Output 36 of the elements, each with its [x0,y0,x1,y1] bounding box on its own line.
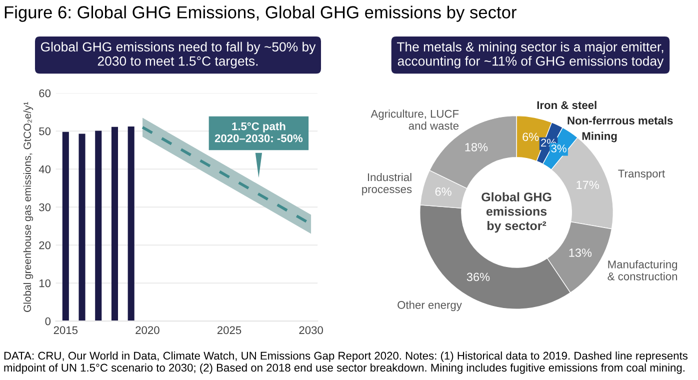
x-tick-label: 2025 [217,326,242,334]
y-axis-title: Global greenhouse gas emissions, GtCO₂e/y¹ [23,102,34,312]
data-label: 3% [551,144,566,152]
chart-title: The metals & mining sector is a major emitter, accounting for ~11% of GHG emissions today [396,42,664,68]
chart-subtitle: Global GHG emissions need to fall by ~50% by 2030 to meet 1.5°C targets. [40,42,316,68]
data-label: 13% [569,248,592,257]
x-tick-label: 2030 [299,326,323,334]
bar [62,132,69,322]
slice-label: Non-ferrrous metals [568,116,673,125]
y-tick-label: 60 [39,89,51,98]
bar [78,134,86,322]
y-tick-label: 20 [39,241,51,250]
y-tick-label: 40 [38,165,51,174]
y-tick-label: 50 [39,127,51,136]
bar [128,126,134,322]
data-label: 36% [466,272,490,282]
y-tick-label: 0 [45,317,51,326]
y-tick-label: 10 [39,279,51,288]
text: Global GHG emissions by sector² [482,192,552,233]
slice-label: Other energy [398,300,462,312]
slice-label: Manufacturing & construction [608,260,678,280]
annotation: 1.5°C path 2020–2030: -50% [214,122,303,142]
slice-label: Industrial processes [362,173,412,196]
y-tick-label: 30 [39,203,51,212]
chart-title: Figure 6: Global GHG Emissions, Global GHG emissions by sector [4,6,516,22]
text: DATA: CRU, Our World in Data, Climate Watch, UN Emissions Gap Report 2020. Notes: (1) Historical data to 2019. Dashed line represents midpoint of UN 1.5°C scenario to 2030; (2) Based on 2018 end use sector breakdown. Mining includes fugitive emissions from coal mining. [4,352,688,374]
bar [111,126,118,322]
slice-label: Transport [618,170,665,180]
x-tick-label: 2015 [54,326,78,334]
slice-label: Agriculture, LUCF and waste [370,110,459,130]
slice-label: Iron & steel [537,100,596,110]
bar [95,130,102,322]
slice-label: Mining [582,132,617,142]
data-label: 18% [465,142,488,152]
x-tick-label: 2020 [136,326,160,334]
data-label: 6% [522,132,539,142]
